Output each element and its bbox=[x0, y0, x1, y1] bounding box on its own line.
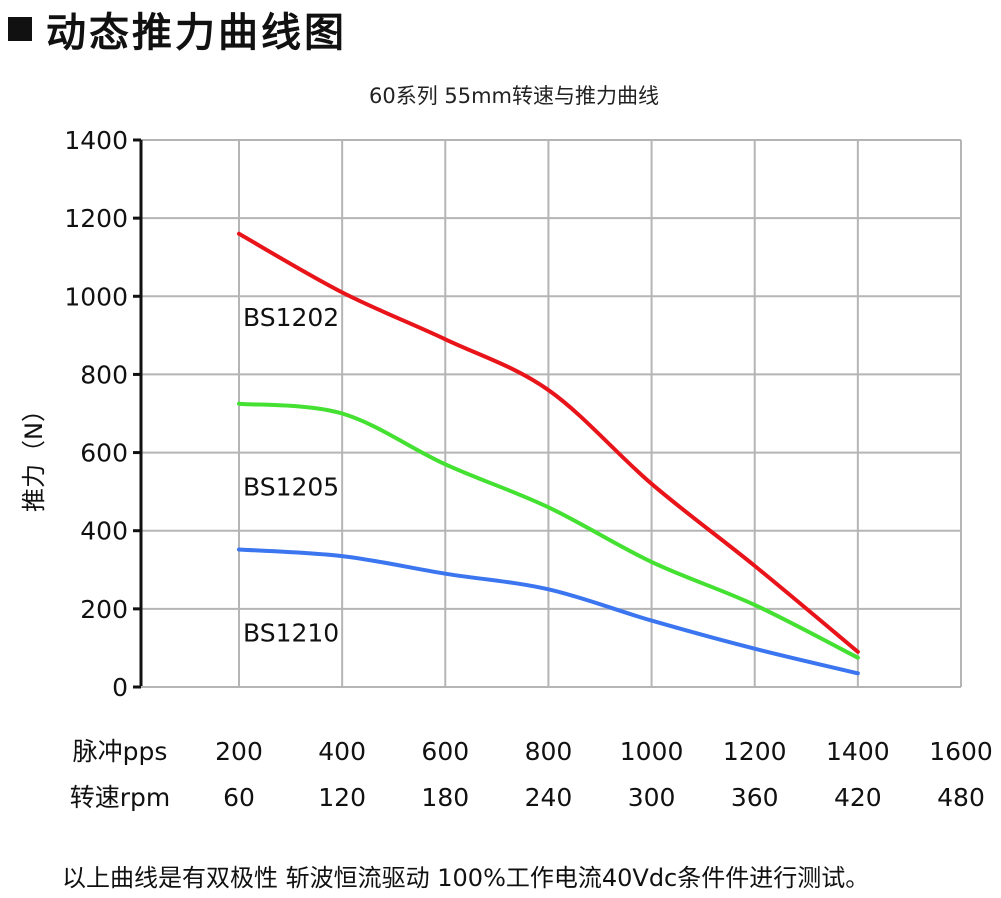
x-tick-label: 240 bbox=[525, 783, 573, 812]
y-tick-label: 1400 bbox=[64, 126, 128, 155]
series-line-bs1202 bbox=[237, 231, 860, 654]
x-tick-label: 600 bbox=[421, 737, 469, 766]
x-tick-label: 360 bbox=[731, 783, 779, 812]
x-tick-label: 420 bbox=[834, 783, 882, 812]
page-heading: 动态推力曲线图 bbox=[8, 2, 347, 56]
x-tick-label: 1600 bbox=[929, 737, 993, 766]
y-tick-label: 1200 bbox=[64, 204, 128, 233]
x-tick-label: 200 bbox=[215, 737, 263, 766]
thrust-chart: 60系列 55mm转速与推力曲线 0 200 400 600 800 1000 1200 140… bbox=[20, 84, 993, 812]
y-tick-label: 800 bbox=[80, 360, 128, 389]
x-tick-label: 180 bbox=[421, 783, 469, 812]
series-label-bs1205: BS1205 bbox=[243, 473, 339, 502]
y-tick-label: 400 bbox=[80, 517, 128, 546]
heading-title: 动态推力曲线图 bbox=[46, 10, 347, 56]
series-line-bs1210 bbox=[237, 547, 860, 676]
series-line-bs1205 bbox=[237, 401, 860, 660]
x-axis-label: 转速rpm bbox=[70, 783, 171, 812]
y-axis-label: 推力（N） bbox=[20, 398, 48, 512]
x-tick-label: 800 bbox=[525, 737, 573, 766]
y-tick-label: 1000 bbox=[64, 282, 128, 311]
x-axis-label: 脉冲pps bbox=[73, 737, 168, 766]
x-tick-label: 1400 bbox=[826, 737, 890, 766]
y-tick-label: 200 bbox=[80, 595, 128, 624]
x-tick-label: 480 bbox=[937, 783, 985, 812]
x-tick-label: 1200 bbox=[723, 737, 787, 766]
series-label-bs1202: BS1202 bbox=[243, 303, 339, 332]
x-tick-label: 300 bbox=[628, 783, 676, 812]
x-tick-label: 1000 bbox=[620, 737, 684, 766]
x-tick-label: 400 bbox=[318, 737, 366, 766]
x-tick-label: 60 bbox=[223, 783, 255, 812]
series-label-bs1210: BS1210 bbox=[243, 618, 339, 647]
chart-title: 60系列 55mm转速与推力曲线 bbox=[369, 84, 659, 108]
y-tick-label: 600 bbox=[80, 439, 128, 468]
square-bullet-icon bbox=[8, 17, 32, 41]
y-tick-label: 0 bbox=[112, 673, 128, 702]
x-tick-label: 120 bbox=[318, 783, 366, 812]
test-conditions-note: 以上曲线是有双极性 斩波恒流驱动 100%工作电流40Vdc条件件进行测试。 bbox=[62, 864, 870, 892]
